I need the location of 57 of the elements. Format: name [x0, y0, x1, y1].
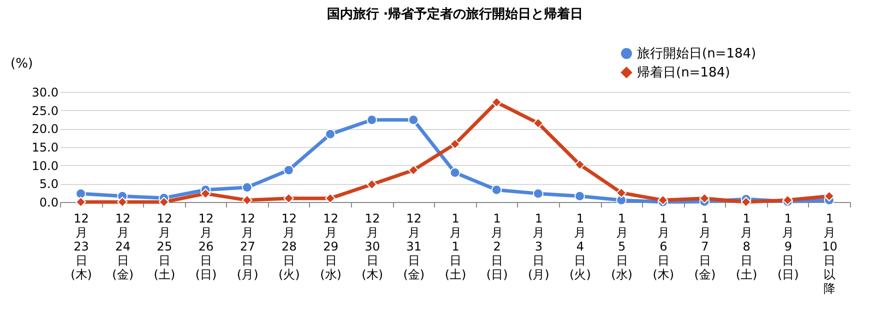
point [325, 193, 336, 204]
point [532, 188, 544, 199]
x-tick-label: 12月29日(水) [320, 212, 342, 282]
point [616, 188, 627, 198]
point [283, 193, 294, 204]
y-tick-label: 20.0 [32, 122, 58, 136]
legend-label: 旅行開始日(n=184) [637, 46, 756, 62]
y-axis-title: (%) [10, 56, 33, 72]
y-tick-label: 0.0 [39, 196, 58, 210]
point [408, 114, 419, 126]
x-tick-label: 1月6日(木) [652, 212, 674, 282]
point [283, 164, 294, 176]
point [366, 179, 378, 190]
x-tick-label: 1月7日(金) [694, 212, 716, 282]
x-tick-label: 12月30日(木) [362, 212, 384, 282]
point [200, 188, 211, 199]
x-tick-label: 1月4日(火) [570, 212, 591, 282]
x-tick-label: 1月9日(日) [777, 212, 799, 282]
point [824, 190, 834, 202]
point [366, 114, 378, 126]
y-tick-label: 30.0 [32, 86, 58, 100]
point [158, 196, 170, 208]
x-tick-label: 12月27日(月) [236, 212, 258, 282]
x-tick-label: 12月24日(金) [112, 212, 134, 282]
point [242, 194, 252, 206]
point [574, 190, 585, 202]
point [450, 167, 460, 178]
point [450, 138, 460, 150]
point [408, 164, 419, 176]
x-tick-label: 1月3日(月) [528, 212, 550, 282]
x-tick-label: 12月31日(金) [403, 212, 425, 282]
point [491, 97, 502, 108]
point [532, 118, 544, 128]
point [117, 196, 128, 208]
legend-label: 帰着日(n=184) [637, 64, 730, 80]
x-tick-label: 1月8日(土) [736, 212, 758, 282]
point [740, 196, 752, 208]
chart-title: 国内旅行 ·帰省予定者の旅行開始日と帰着日 [326, 6, 584, 22]
point [491, 184, 502, 196]
x-tick-label: 1月2日(日) [486, 212, 508, 282]
y-tick-label: 10.0 [32, 158, 58, 173]
x-tick-label: 12月25日(土) [154, 212, 176, 282]
x-tick-label: 12月26日(日) [195, 212, 217, 282]
y-tick-label: 5.0 [39, 177, 58, 192]
point [76, 188, 86, 199]
point [325, 128, 336, 140]
point [574, 159, 585, 170]
point [699, 193, 710, 204]
x-tick-label: 1月5日(水) [611, 212, 633, 282]
y-tick-label: 15.0 [32, 140, 58, 154]
x-tick-label: 12月23日(木) [70, 212, 92, 282]
x-tick-label: 1月1日(土) [444, 212, 466, 282]
point [242, 182, 252, 193]
x-tick-label: 1月10日以降 [822, 212, 838, 296]
y-tick-label: 25.0 [32, 104, 58, 118]
point [76, 196, 86, 208]
x-tick-label: 12月28日(火) [278, 212, 300, 282]
